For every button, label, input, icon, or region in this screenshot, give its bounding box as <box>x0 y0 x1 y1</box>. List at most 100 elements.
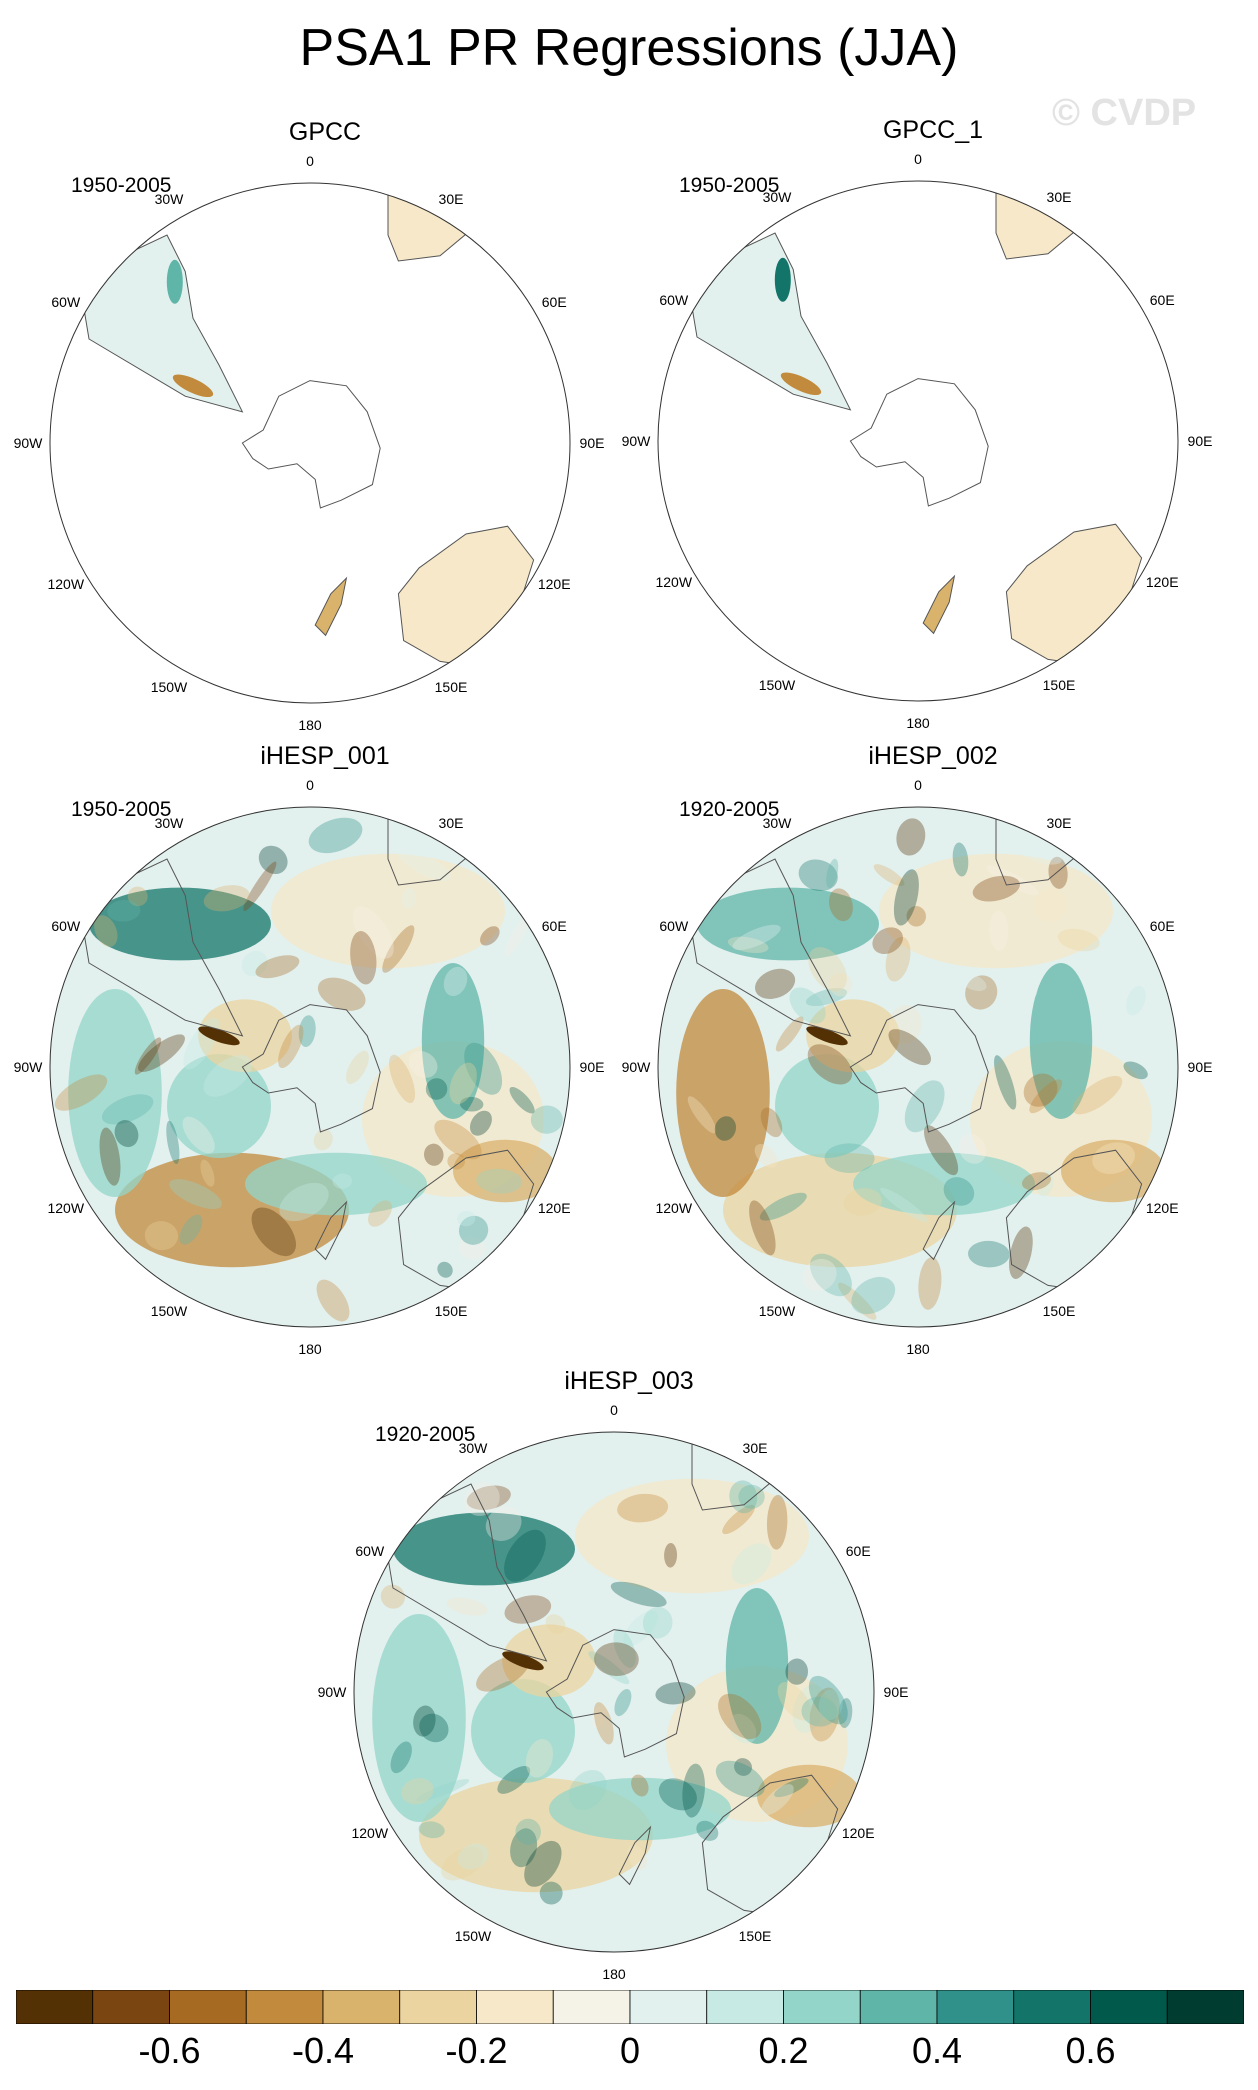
field-speckle <box>469 1110 492 1136</box>
field-speckle <box>1034 887 1067 922</box>
field-anomaly <box>372 1614 466 1822</box>
coastline-antarctica <box>241 1004 381 1133</box>
longitude-label: 120E <box>1146 1200 1179 1216</box>
longitude-label: 120W <box>47 576 84 592</box>
field-speckle <box>308 817 363 854</box>
field-speckle <box>965 975 998 1010</box>
field-anomaly <box>421 963 485 1119</box>
field-anomaly <box>853 1152 1035 1216</box>
longitude-label: 90W <box>14 435 44 451</box>
longitude-label: 60W <box>659 918 689 934</box>
field-speckle <box>986 865 1039 896</box>
figure-title: PSA1 PR Regressions (JJA) <box>299 19 959 77</box>
field-speckle <box>425 1078 448 1100</box>
field-speckle <box>924 1125 959 1176</box>
field-anomaly <box>471 1679 575 1783</box>
field-speckle <box>530 1105 563 1134</box>
field-speckle <box>687 1096 717 1134</box>
colorbar-box <box>936 1990 1015 2024</box>
field-speckle <box>696 1820 719 1841</box>
colorbar-box <box>399 1990 477 2024</box>
field-speckle <box>1006 972 1038 1001</box>
field-speckle <box>99 1127 121 1186</box>
field-speckle <box>802 1258 837 1292</box>
field-speckle <box>714 1116 737 1141</box>
field-speckle <box>510 1828 538 1868</box>
field-speckle <box>568 1769 607 1810</box>
longitude-label: 150W <box>151 679 188 695</box>
polar-map: 0 30E 60E 90E 120E 150E 180 150W 120W 90W 60W 30W <box>318 1402 909 1982</box>
field-speckle <box>1029 1079 1063 1114</box>
coastline-nz <box>922 1200 956 1261</box>
longitude-label: 0 <box>306 153 314 169</box>
field-speckle <box>138 1034 185 1072</box>
longitude-label: 90W <box>622 433 652 449</box>
field-speckle <box>785 1658 809 1685</box>
longitude-label: 150W <box>151 1303 188 1319</box>
field-speckle <box>182 1116 215 1154</box>
field-speckle <box>382 925 415 973</box>
colorbar-box <box>169 1990 247 2024</box>
field-speckle <box>759 1192 807 1221</box>
field-speckle <box>485 1506 522 1542</box>
longitude-label: 60E <box>846 1543 871 1559</box>
field-speckle <box>441 1846 484 1881</box>
colorbar-tick-label: 0.2 <box>758 2030 809 2071</box>
longitude-label: 120E <box>842 1825 875 1841</box>
longitude-label: 90E <box>1188 1059 1213 1075</box>
field-speckle <box>593 1702 614 1745</box>
field-speckle <box>642 1606 673 1639</box>
colorbar-box <box>552 1990 631 2024</box>
field-speckle <box>509 1086 535 1114</box>
field-anomaly <box>198 999 292 1073</box>
map-boundary <box>49 806 571 1328</box>
longitude-label: 150W <box>759 677 796 693</box>
field-anomaly <box>245 1152 427 1216</box>
field-speckle <box>447 1153 466 1170</box>
longitude-label: 150E <box>435 1303 468 1319</box>
map-boundary <box>49 182 571 704</box>
longitude-label: 90W <box>14 1059 44 1075</box>
field-speckle <box>808 1675 848 1725</box>
field-speckle <box>443 966 468 997</box>
field-speckle <box>169 1179 222 1210</box>
field-speckle <box>906 906 926 927</box>
coastline-madagascar <box>1125 253 1153 281</box>
field-speckle <box>718 1693 762 1740</box>
longitude-label: 120W <box>47 1200 84 1216</box>
field-speckle <box>134 1037 162 1075</box>
longitude-label: 60W <box>51 918 81 934</box>
field-speckle <box>127 886 148 907</box>
field-speckle <box>504 914 530 957</box>
field-anomaly <box>774 257 791 302</box>
land-field-madagascar <box>518 255 544 282</box>
field-speckle <box>524 1840 562 1887</box>
longitude-label: 180 <box>906 715 930 731</box>
coastline-antarctica <box>241 380 381 509</box>
field-speckle <box>1126 986 1146 1016</box>
field-speckle <box>390 1741 412 1774</box>
longitude-label: 150E <box>739 1928 772 1944</box>
field-speckle <box>243 861 277 912</box>
colorbar-tick-label: -0.2 <box>445 2030 508 2071</box>
field-speckle <box>918 1257 942 1310</box>
field-speckle <box>446 1597 488 1616</box>
field-speckle <box>476 1168 523 1194</box>
field-speckle <box>408 1051 438 1078</box>
field-speckle <box>904 1080 945 1133</box>
colorbar-box <box>1166 1990 1244 2024</box>
polar-map: 0 30E 60E 90E 120E 150E 180 150W 120W 90W 60W 30W <box>14 153 605 733</box>
field-anomaly <box>393 1512 575 1586</box>
field-speckle <box>1123 1061 1148 1080</box>
longitude-label: 180 <box>906 1341 930 1357</box>
field-speckle <box>545 1614 566 1634</box>
field-speckle <box>738 1484 765 1509</box>
polar-map: 0 30E 60E 90E 120E 150E 180 150W 120W 90W 60W 30W <box>622 777 1213 1357</box>
field-anomaly <box>780 372 822 396</box>
field-speckle <box>94 915 118 947</box>
colorbar-box <box>476 1990 554 2024</box>
field-speckle <box>352 906 394 959</box>
field-speckle <box>888 1029 932 1066</box>
field-anomaly <box>697 887 879 961</box>
period-label: 1920-2005 <box>679 798 780 821</box>
